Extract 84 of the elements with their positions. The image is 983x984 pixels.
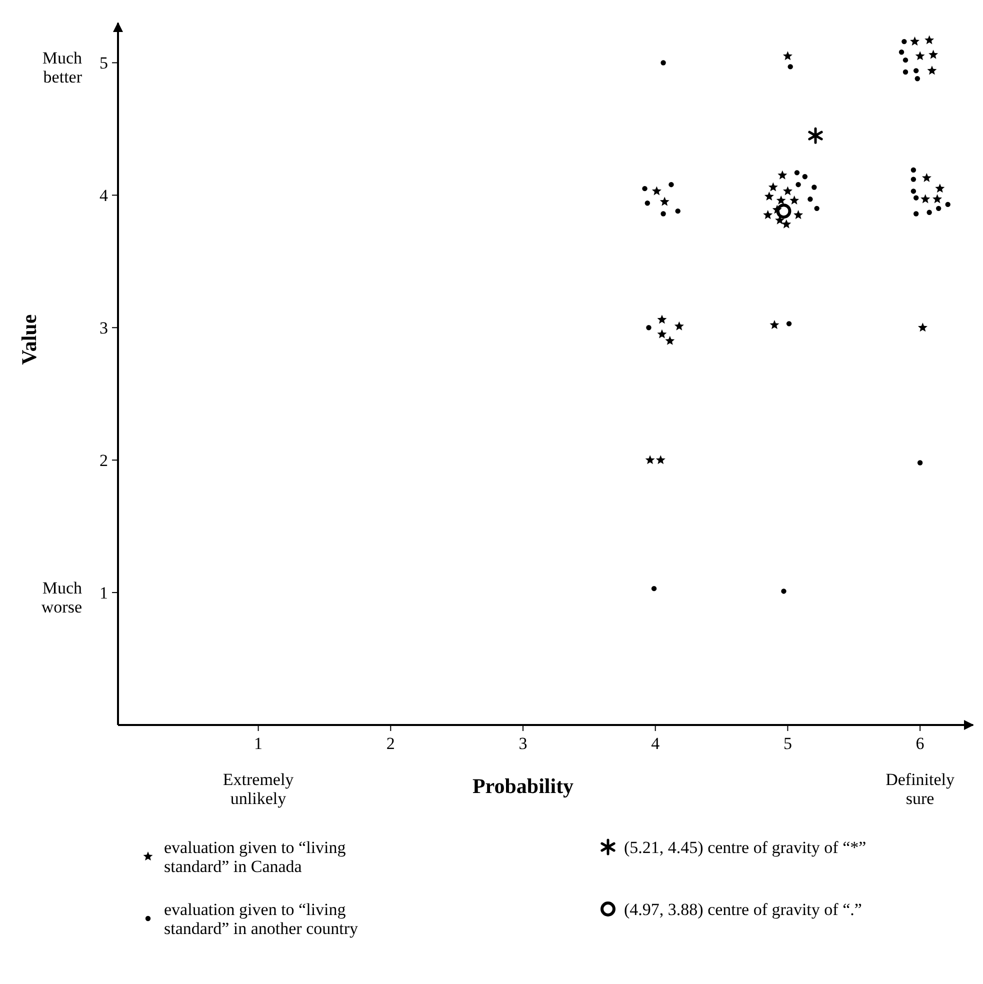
x-tick-label: 4	[651, 734, 660, 753]
legend-label: (4.97, 3.88) centre of gravity of “.”	[624, 900, 862, 919]
x-tick-label: 3	[518, 734, 528, 753]
point	[782, 186, 792, 196]
point	[660, 196, 670, 206]
point	[790, 195, 800, 205]
point	[668, 182, 674, 188]
x-axis-title: Probability	[472, 774, 574, 798]
x-tick-label: 6	[916, 734, 924, 753]
point	[651, 586, 657, 592]
point	[914, 76, 920, 82]
point	[910, 176, 916, 182]
point	[794, 170, 800, 176]
point	[776, 195, 786, 205]
point	[781, 588, 786, 594]
point	[913, 195, 919, 200]
point	[910, 36, 920, 46]
point	[808, 127, 823, 144]
point	[645, 455, 655, 464]
point	[808, 196, 813, 202]
point	[902, 69, 908, 75]
y-tick-label: 3	[100, 318, 108, 338]
point	[922, 172, 932, 182]
point	[913, 211, 919, 216]
point	[918, 322, 928, 332]
point	[917, 460, 923, 466]
y-tick-label: 5	[100, 54, 108, 73]
point	[915, 51, 925, 60]
point	[763, 210, 773, 220]
text: Much worse	[41, 578, 82, 617]
y-tick-label: 1	[100, 584, 108, 603]
point	[642, 186, 648, 192]
point	[794, 210, 804, 220]
point	[812, 184, 817, 190]
point	[646, 325, 652, 330]
point	[902, 57, 908, 63]
point	[814, 206, 820, 212]
point	[932, 194, 942, 204]
point	[782, 219, 792, 228]
point	[786, 321, 792, 326]
text: Much better	[42, 48, 82, 87]
point	[764, 192, 774, 201]
text: Definitely sure	[886, 770, 956, 808]
point	[675, 208, 680, 214]
point	[656, 455, 666, 464]
point	[660, 211, 666, 216]
legend-label: evaluation given to “living standard” in another country	[164, 900, 359, 938]
point	[796, 182, 801, 188]
point	[913, 68, 919, 74]
point	[652, 186, 662, 196]
point	[778, 170, 788, 180]
point	[657, 314, 667, 324]
y-tick-label: 2	[100, 451, 108, 470]
x-tick-label: 5	[783, 734, 792, 753]
x-tick-label: 1	[254, 734, 263, 753]
point	[776, 204, 792, 219]
point	[674, 321, 684, 330]
point	[935, 184, 945, 193]
point	[782, 51, 792, 60]
point	[898, 50, 904, 55]
point	[928, 50, 938, 59]
x-tick-label: 2	[386, 734, 395, 753]
point	[945, 202, 950, 208]
y-axis-title: Value	[17, 314, 41, 365]
legend-label: (5.21, 4.45) centre of gravity of “*”	[624, 838, 866, 857]
point	[910, 167, 916, 173]
point	[660, 60, 666, 66]
point	[924, 35, 934, 44]
point	[644, 200, 650, 206]
point	[927, 66, 937, 75]
legend-label: evaluation given to “living standard” in Canada	[164, 838, 346, 876]
point	[802, 174, 808, 180]
point	[902, 38, 907, 44]
point	[910, 188, 916, 194]
y-tick-label: 4	[100, 186, 108, 206]
point	[657, 329, 667, 338]
point	[665, 336, 675, 345]
point	[920, 194, 930, 204]
point	[926, 210, 932, 216]
point	[768, 182, 778, 192]
point	[770, 320, 780, 330]
text: Extremely unlikely	[222, 770, 294, 808]
point	[788, 64, 793, 70]
point	[936, 206, 942, 212]
